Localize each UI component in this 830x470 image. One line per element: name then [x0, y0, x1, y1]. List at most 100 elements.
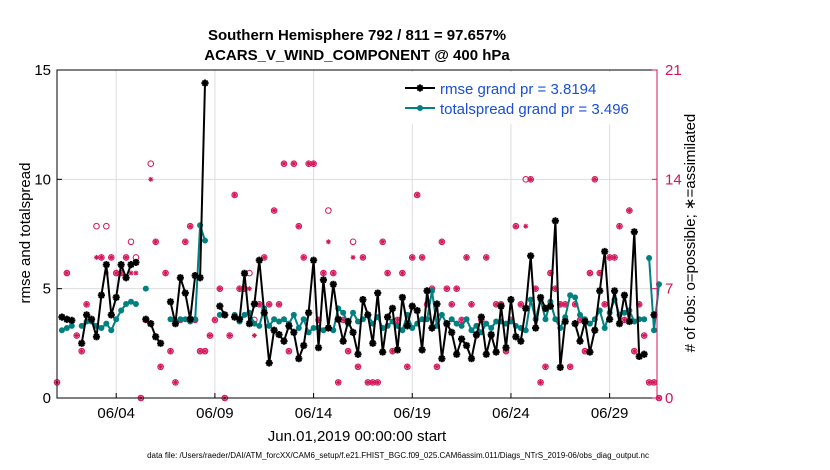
- obs-assimilated-marker: [335, 379, 341, 385]
- obs-assimilated-marker: [182, 239, 188, 245]
- rmse-point: [448, 328, 456, 336]
- obs-assimilated-marker: [621, 317, 627, 323]
- rmse-point: [260, 309, 268, 317]
- totalspread-point: [256, 322, 263, 329]
- totalspread-point: [458, 322, 465, 329]
- series-lines: [58, 79, 662, 371]
- obs-assimilated-marker: [148, 176, 154, 182]
- totalspread-point: [290, 311, 297, 318]
- rmse-point: [314, 344, 323, 352]
- y-tick-label: 5: [43, 281, 51, 298]
- totalspread-point: [63, 325, 70, 332]
- rmse-point: [536, 293, 545, 302]
- rmse-point: [334, 315, 342, 323]
- obs-assimilated-marker: [523, 223, 529, 229]
- obs-assimilated-marker: [631, 348, 637, 354]
- rmse-point: [630, 228, 638, 236]
- totalspread-point: [118, 307, 125, 314]
- obs-possible-marker: [122, 254, 130, 261]
- obs-possible-marker: [433, 363, 441, 371]
- obs-possible-marker: [413, 191, 421, 199]
- obs-possible-marker: [270, 207, 278, 214]
- obs-assimilated-marker: [399, 270, 405, 276]
- obs-possible-marker: [206, 332, 214, 339]
- totalspread-point: [577, 311, 584, 318]
- rmse-point: [102, 261, 110, 269]
- x-tick-label: 06/04: [97, 405, 135, 422]
- y-tick-label: 10: [34, 171, 51, 188]
- legend-box: [398, 72, 634, 124]
- obs-possible-marker: [334, 379, 342, 386]
- obs-assimilated-marker: [587, 270, 593, 276]
- obs-assimilated-marker: [237, 286, 243, 292]
- totalspread-point: [142, 285, 149, 292]
- obs-possible-marker: [300, 254, 308, 261]
- totalspread-point: [192, 316, 199, 323]
- obs-assimilated-marker: [439, 239, 445, 245]
- obs-assimilated-marker: [464, 254, 470, 260]
- totalspread-point: [177, 316, 184, 323]
- rmse-point: [285, 322, 293, 330]
- rmse-point: [379, 348, 387, 356]
- obs-possible-marker: [344, 347, 352, 355]
- obs-assimilated-marker: [217, 286, 223, 292]
- rmse-point: [68, 316, 76, 324]
- rmse-point: [231, 313, 239, 321]
- obs-possible-marker: [443, 285, 451, 292]
- totalspread-point: [651, 327, 658, 334]
- obs-assimilated-marker: [454, 286, 460, 292]
- x-tick-label: 06/14: [295, 405, 333, 422]
- totalspread-point: [216, 311, 223, 318]
- obs-assimilated-marker: [434, 364, 440, 370]
- rmse-point: [97, 291, 106, 299]
- obs-assimilated-marker: [271, 208, 277, 214]
- rmse-point: [546, 302, 555, 310]
- totalspread-point: [404, 311, 411, 318]
- obs-assimilated-marker: [281, 161, 287, 167]
- rmse-point: [527, 252, 535, 260]
- totalspread-point: [527, 296, 534, 303]
- rmse-point: [532, 324, 540, 332]
- obs-assimilated-marker: [133, 270, 139, 276]
- obs-possible-marker: [127, 238, 135, 246]
- y-tick-label: 15: [34, 62, 51, 79]
- rmse-point: [132, 258, 140, 267]
- obs-assimilated-marker: [528, 176, 534, 182]
- obs-assimilated-marker: [246, 286, 252, 292]
- obs-possible-marker: [408, 254, 416, 261]
- obs-possible-marker: [320, 269, 327, 277]
- obs-possible-marker: [73, 332, 81, 339]
- totalspread-point: [113, 316, 120, 323]
- obs-assimilated-marker: [355, 364, 361, 370]
- rmse-point: [221, 311, 229, 319]
- obs-assimilated-marker: [360, 254, 366, 260]
- rmse-point: [191, 271, 199, 280]
- rmse-point: [196, 274, 204, 282]
- obs-possible-marker: [280, 160, 288, 168]
- obs-possible-marker: [157, 363, 164, 371]
- obs-assimilated-marker: [286, 348, 292, 354]
- obs-assimilated-marker: [251, 333, 257, 339]
- obs-assimilated-marker: [84, 301, 90, 307]
- totalspread-point: [305, 329, 312, 336]
- rmse-point: [625, 317, 633, 326]
- obs-assimilated-marker: [404, 364, 410, 370]
- obs-assimilated-marker: [483, 254, 489, 260]
- rmse-point: [453, 350, 461, 358]
- rmse-point: [576, 337, 584, 345]
- obs-assimilated-marker: [557, 301, 563, 307]
- rmse-point: [107, 311, 115, 319]
- rmse-point: [245, 320, 254, 328]
- rmse-point: [615, 320, 624, 328]
- totalspread-point: [241, 311, 248, 318]
- rmse-point: [433, 300, 441, 308]
- obs-assimilated-marker: [365, 379, 371, 385]
- obs-possible-marker: [438, 238, 446, 246]
- y-axis-label: rmse and totalspread: [17, 163, 34, 304]
- obs-possible-marker: [78, 347, 85, 355]
- rmse-point: [92, 333, 101, 341]
- obs-assimilated-marker: [538, 379, 544, 385]
- obs-possible-marker: [453, 285, 460, 292]
- obs-assimilated-marker: [311, 161, 317, 167]
- rmse-point: [383, 313, 392, 321]
